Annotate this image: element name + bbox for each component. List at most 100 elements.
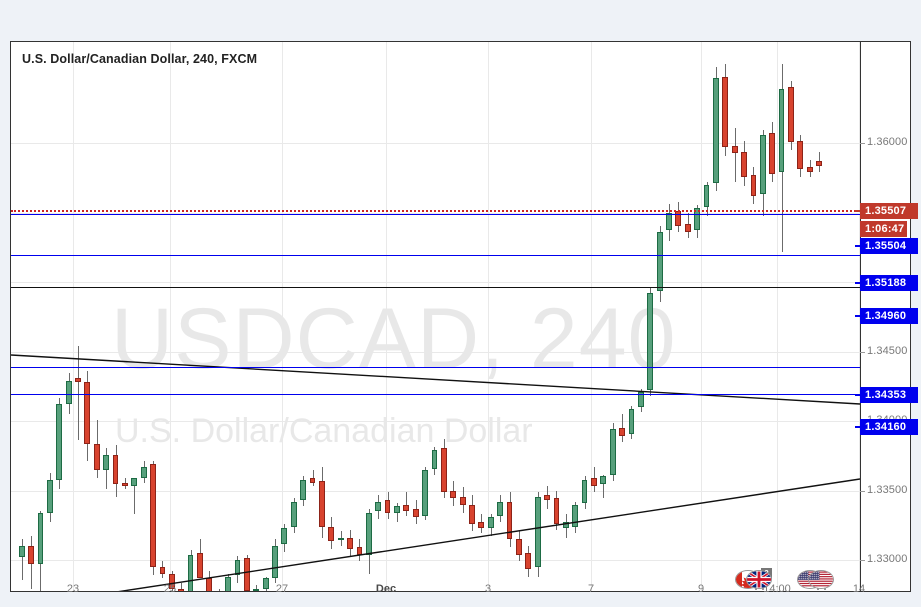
candle-down: [515, 539, 522, 555]
candle-up: [534, 496, 541, 568]
candle-up: [609, 429, 616, 475]
time-label-4: 3: [484, 583, 492, 595]
candle-down: [197, 553, 203, 579]
badge-stub: [855, 210, 861, 212]
event-marker-gbp[interactable]: 2: [735, 568, 775, 591]
candle-wick: [134, 478, 135, 515]
last-price-dotted[interactable]: [11, 210, 860, 212]
gridline-v-5: [591, 42, 592, 591]
event-stem: [762, 588, 764, 591]
candle-up: [778, 89, 785, 173]
time-label-0: 23: [66, 583, 80, 595]
gridline-h-1: [11, 213, 860, 214]
candle-down: [412, 509, 419, 518]
price-badge-134160[interactable]: 1.34160: [855, 419, 918, 435]
gridline-v-6: [701, 42, 702, 591]
gridline-v-7: [777, 42, 778, 591]
gridline-h-0: [11, 143, 860, 144]
gridline-h-2: [11, 282, 860, 283]
gridline-h-6: [11, 560, 860, 561]
level-1.34353[interactable]: [11, 367, 860, 368]
price-scale[interactable]: 1.360001.355001.350001.345001.340001.335…: [855, 42, 918, 591]
candle-down: [243, 558, 250, 591]
time-label-8: 14: [852, 583, 866, 595]
candle-up: [666, 212, 672, 231]
candle-down: [28, 545, 34, 565]
time-label-6: 9: [697, 583, 705, 595]
price-badge-135188[interactable]: 1.35188: [855, 275, 918, 291]
chart-plot-area[interactable]: USDCAD, 240 U.S. Dollar/Canadian Dollar …: [11, 42, 860, 591]
candle-down: [150, 463, 156, 568]
candle-up: [253, 589, 260, 591]
candle-down: [469, 504, 475, 524]
candle-down: [121, 482, 128, 486]
candle-down: [318, 481, 325, 527]
candle-up: [37, 512, 44, 565]
price-badge-134353[interactable]: 1.34353: [855, 387, 918, 403]
candle-down: [741, 151, 747, 177]
candle-wick: [256, 584, 257, 591]
candle-up: [703, 184, 710, 207]
flag-gb-icon[interactable]: [746, 570, 772, 589]
badge-stub: [855, 426, 861, 428]
candle-up: [234, 559, 241, 576]
candle-up: [759, 134, 766, 195]
candle-up: [290, 501, 297, 527]
candle-down: [178, 589, 185, 591]
candle-down: [544, 495, 550, 501]
candle-up: [647, 292, 654, 391]
candle-down: [206, 578, 213, 591]
event-marker-usd[interactable]: [797, 570, 837, 591]
candle-down: [168, 573, 175, 590]
candle-up: [56, 404, 63, 480]
price-tick-label-6: 1.33000: [867, 553, 908, 565]
candle-up: [562, 521, 569, 529]
candle-down: [403, 504, 410, 511]
candle-down: [722, 76, 729, 148]
level-1.34960[interactable]: [11, 287, 860, 288]
candle-up: [572, 504, 579, 527]
flag-us-icon[interactable]: [808, 570, 834, 589]
candle-down: [806, 167, 813, 173]
upper-descending-trendline[interactable]: [11, 354, 860, 405]
price-badge-10647[interactable]: 1:06:47: [860, 221, 907, 237]
candle-down: [112, 454, 119, 485]
price-tick-mark: [860, 352, 865, 353]
time-scale[interactable]: 23 25 27 Dec 3 7 9 14:00 14: [11, 581, 910, 603]
price-tick-mark: [860, 143, 865, 144]
candle-down: [684, 223, 691, 232]
candle-down: [309, 478, 316, 483]
candle-up: [600, 476, 607, 485]
level-1.34160[interactable]: [11, 394, 860, 395]
candle-down: [619, 427, 625, 436]
lower-ascending-trendline[interactable]: [11, 478, 860, 591]
price-badge-135507[interactable]: 1.35507: [855, 203, 918, 219]
time-label-3: Dec: [375, 583, 397, 595]
event-stem: [817, 588, 819, 591]
candle-down: [75, 377, 81, 383]
candle-down: [553, 498, 560, 524]
candle-up: [628, 409, 635, 435]
candle-down: [816, 161, 822, 166]
candle-up: [65, 380, 72, 405]
candle-down: [591, 478, 597, 486]
badge-stub: [855, 282, 861, 284]
candle-wick: [397, 503, 398, 522]
price-tick-label-5: 1.33500: [867, 484, 908, 496]
price-badge-135504[interactable]: 1.35504: [855, 238, 918, 254]
candle-up: [656, 231, 663, 292]
candle-down: [459, 496, 466, 505]
candle-wick: [313, 470, 314, 486]
level-1.35188[interactable]: [11, 255, 860, 256]
price-badge-134960[interactable]: 1.34960: [855, 308, 918, 324]
candle-up: [187, 554, 194, 591]
candle-up: [487, 517, 494, 529]
candle-up: [694, 208, 701, 231]
gridline-h-3: [11, 352, 860, 353]
level-1.35504[interactable]: [11, 214, 860, 215]
price-tick-label-0: 1.36000: [867, 136, 908, 148]
candle-down: [159, 567, 166, 574]
candle-down: [731, 145, 738, 154]
gridline-v-4: [488, 42, 489, 591]
